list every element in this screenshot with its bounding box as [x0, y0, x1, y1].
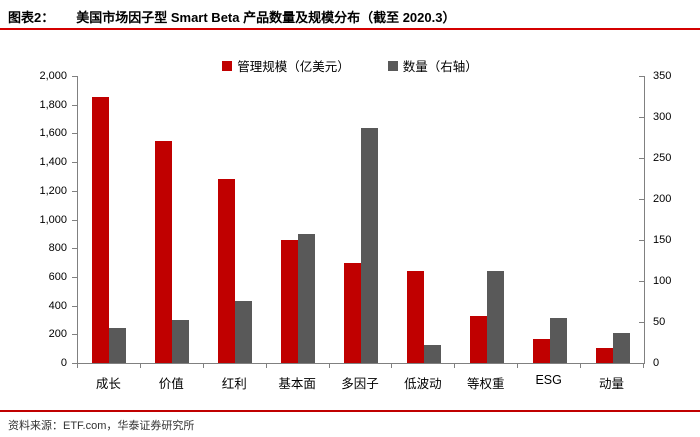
x-axis-tick [265, 364, 267, 368]
y-axis-right-tick [639, 281, 644, 282]
x-axis-tick [643, 364, 644, 368]
y-axis-right-label: 100 [653, 275, 672, 287]
bar-count-低波动 [423, 344, 441, 363]
y-axis-right-label: 50 [653, 316, 666, 328]
y-axis-left-label: 1,600 [39, 127, 67, 140]
y-axis-right-tick [639, 199, 644, 200]
x-axis-label-动量: 动量 [599, 377, 625, 391]
bar-scale-等权重 [469, 315, 487, 363]
x-axis-label-等权重: 等权重 [467, 377, 505, 391]
y-axis-left-label: 400 [48, 299, 67, 312]
y-axis-left-tick [72, 76, 77, 77]
x-axis-label-红利: 红利 [221, 377, 247, 391]
y-axis-left-tick [72, 133, 77, 135]
y-axis-right-tick [639, 117, 644, 118]
figure-number-label: 图表2： [8, 10, 55, 25]
y-axis-left-tick [72, 334, 77, 336]
y-axis-left-label: 1,200 [39, 184, 67, 197]
y-axis-left-tick [72, 219, 77, 221]
y-axis-left-label: 1,800 [39, 98, 67, 111]
y-axis-left-tick [72, 305, 77, 307]
y-axis-left-label: 2,000 [39, 70, 67, 82]
bar-count-基本面 [298, 234, 316, 363]
y-axis-left-label: 0 [60, 357, 67, 369]
bar-count-等权重 [486, 271, 504, 363]
x-axis-tick [580, 364, 582, 368]
bar-scale-低波动 [406, 271, 424, 363]
y-axis-left-tick [72, 104, 77, 106]
y-axis-left-tick [72, 363, 77, 364]
bar-count-动量 [612, 333, 630, 363]
x-axis-label-成长: 成长 [95, 377, 121, 391]
x-axis-tick [391, 364, 393, 368]
y-axis-left-label: 800 [48, 242, 67, 255]
y-axis-left-tick [72, 162, 77, 164]
y-axis-left-tick [72, 190, 77, 192]
x-axis-label-基本面: 基本面 [278, 377, 316, 391]
y-axis-right-label: 150 [653, 234, 672, 246]
y-axis-right-label: 350 [653, 70, 672, 82]
y-axis-left-label: 1,400 [39, 156, 67, 169]
legend-label: 管理规模（亿美元） [237, 60, 350, 74]
figure-title-row: 图表2： 美国市场因子型 Smart Beta 产品数量及规模分布（截至 2020… [8, 7, 455, 26]
legend-item: 管理规模（亿美元） [222, 56, 350, 75]
y-axis-right-label: 250 [653, 152, 672, 164]
y-axis-right-label: 0 [653, 357, 660, 369]
chart-plot-area [77, 76, 645, 364]
x-axis-tick [328, 364, 330, 368]
footer-divider-line [0, 410, 700, 412]
y-axis-right-tick [639, 363, 644, 364]
x-axis-tick [77, 364, 78, 368]
legend-item: 数量（右轴） [387, 56, 478, 75]
legend-label: 数量（右轴） [402, 60, 478, 74]
x-axis-label-多因子: 多因子 [341, 377, 379, 391]
bar-count-ESG [549, 317, 567, 363]
bar-scale-基本面 [281, 239, 299, 363]
bar-count-价值 [172, 319, 190, 363]
title-divider-line [0, 28, 700, 30]
x-axis-label-低波动: 低波动 [404, 377, 442, 391]
bar-scale-成长 [92, 96, 110, 363]
y-axis-right-tick [639, 76, 644, 77]
x-axis-tick [139, 364, 141, 368]
y-axis-right-tick [639, 322, 644, 323]
legend-swatch-count [387, 60, 398, 71]
bar-scale-红利 [218, 178, 236, 363]
chart-legend: 管理规模（亿美元） 数量（右轴） [0, 56, 700, 75]
y-axis-right-label: 200 [653, 193, 672, 205]
bar-scale-多因子 [344, 262, 361, 363]
legend-swatch-scale [222, 60, 233, 71]
bar-scale-动量 [595, 347, 613, 363]
bar-count-多因子 [361, 128, 378, 363]
bar-count-红利 [235, 300, 253, 363]
y-axis-right-label: 300 [653, 111, 672, 123]
y-axis-left-tick [72, 276, 77, 278]
y-axis-left-label: 1,000 [39, 213, 67, 226]
x-axis-tick [454, 364, 456, 368]
y-axis-right-tick [639, 240, 644, 241]
source-note: 资料来源：ETF.com，华泰证券研究所 [8, 420, 195, 432]
x-axis-tick [517, 364, 519, 368]
bar-scale-价值 [155, 141, 173, 363]
bar-count-成长 [109, 327, 127, 363]
x-axis-tick [202, 364, 204, 368]
y-axis-left-label: 600 [48, 270, 67, 283]
figure-title: 美国市场因子型 Smart Beta 产品数量及规模分布（截至 2020.3） [76, 10, 456, 25]
x-axis-label-ESG: ESG [535, 373, 562, 387]
bar-scale-ESG [532, 339, 550, 363]
y-axis-left-tick [72, 248, 77, 250]
x-axis-label-价值: 价值 [158, 377, 184, 391]
y-axis-left-label: 200 [48, 328, 67, 341]
y-axis-right-tick [639, 158, 644, 159]
